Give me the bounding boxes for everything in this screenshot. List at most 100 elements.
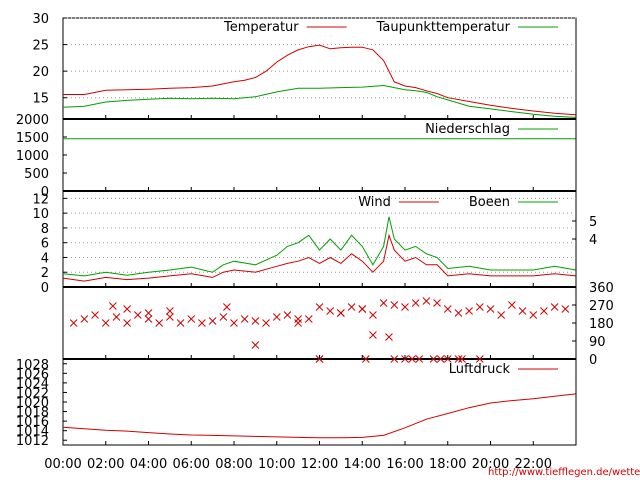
wind-direction-point <box>465 307 473 315</box>
xtick-label: 14:00 <box>344 457 381 472</box>
wind-direction-point <box>326 307 335 315</box>
wind-line <box>62 233 576 282</box>
wind-direction-ytick-label-right: 180 <box>589 317 614 332</box>
wind-direction-point <box>251 341 260 349</box>
wind-direction-point <box>315 303 324 311</box>
wind-direction-point <box>408 355 416 363</box>
wind-direction-point <box>304 315 313 323</box>
xtick-label: 18:00 <box>429 457 466 472</box>
wind-direction-point <box>219 313 228 321</box>
wind-direction-ytick-label-right: 360 <box>589 281 614 296</box>
wind-direction-point <box>223 303 231 311</box>
wind-direction-ytick-label-right: 90 <box>589 335 606 350</box>
niederschlag-legend-label: Niederschlag <box>425 122 510 137</box>
wind-direction-point <box>454 355 463 363</box>
wind-ytick-label-right: 5 <box>589 215 597 230</box>
wind-direction-point <box>337 309 345 317</box>
wind-direction-point <box>240 315 249 323</box>
wind-direction-point <box>497 311 506 319</box>
pressure-ytick-label: 1022 <box>16 386 49 401</box>
wind-direction-point <box>91 311 99 319</box>
wind-direction-point <box>390 355 399 363</box>
wind-direction-point <box>198 319 206 327</box>
wind-direction-point <box>101 319 110 327</box>
pressure-ytick-label: 1012 <box>16 434 49 449</box>
taupunkttemperatur-line <box>62 84 576 118</box>
wind-direction-point <box>272 313 281 321</box>
wind-direction-point <box>294 315 302 323</box>
temperatur-line <box>63 44 576 116</box>
wind-direction-point <box>475 355 484 363</box>
wind-direction-point <box>187 315 196 323</box>
xtick-label: 16:00 <box>386 457 423 472</box>
wind-legend-label: Wind <box>358 195 391 210</box>
xtick-label: 04:00 <box>130 457 167 472</box>
wind-direction-point <box>475 303 484 311</box>
xtick-label: 02:00 <box>87 457 124 472</box>
wind-direction-point <box>361 355 370 363</box>
wind-direction-point <box>230 319 238 327</box>
wind-direction-ytick-label-right: 0 <box>589 353 597 368</box>
wind-direction-point <box>144 315 153 323</box>
pressure-ytick-label: 1016 <box>16 415 49 430</box>
wind-direction-point <box>443 305 452 313</box>
wind-direction-point <box>133 311 142 319</box>
pressure-ytick-label: 1028 <box>16 358 49 373</box>
xtick-label: 12:00 <box>301 457 338 472</box>
wind-direction-point <box>347 303 356 311</box>
temperatur-legend-label: Temperatur <box>223 20 299 35</box>
wind-direction-point <box>369 331 377 339</box>
xtick-label: 08:00 <box>215 457 252 472</box>
wind-direction-point <box>80 315 89 323</box>
wind-direction-point <box>458 355 466 363</box>
wind-direction-point <box>109 302 117 310</box>
wind-direction-point <box>283 311 292 319</box>
wind-direction-frame <box>62 286 577 360</box>
wind-direction-point <box>112 313 121 321</box>
xtick-label: 20:00 <box>472 457 509 472</box>
wind-direction-point <box>379 299 388 307</box>
wind-ytick-label: 6 <box>41 237 49 252</box>
temperature-ytick-label: 30 <box>32 12 49 27</box>
wind-direction-point <box>166 313 174 321</box>
xtick-label: 00:00 <box>44 457 81 472</box>
wind-direction-point <box>176 319 185 327</box>
wind-direction-point <box>401 303 409 311</box>
wind-ytick-label: 4 <box>41 251 49 266</box>
precipitation-ytick-label: 1500 <box>16 131 49 146</box>
credit-text: http://www.tiefflegen.de/wetter/ <box>488 467 640 478</box>
luftdruck-legend-label: Luftdruck <box>449 362 511 377</box>
wind-direction-point <box>429 355 438 363</box>
wind-direction-point <box>411 299 420 307</box>
wind-ytick-label: 2 <box>41 266 49 281</box>
wind-direction-point <box>144 309 153 317</box>
wind-direction-point <box>422 297 431 305</box>
wind-direction-point <box>251 317 260 325</box>
pressure-ytick-label: 1018 <box>16 406 49 421</box>
wind-direction-point <box>69 319 78 327</box>
precipitation-ytick-label: 1000 <box>16 149 49 164</box>
wind-direction-point <box>208 317 217 325</box>
wind-direction-point <box>454 309 463 317</box>
pressure-ytick-label: 1026 <box>16 367 49 382</box>
temperature-ytick-label: 15 <box>32 92 49 107</box>
wind-ytick-label: 12 <box>32 192 49 207</box>
xtick-label: 22:00 <box>515 457 552 472</box>
wind-direction-ytick-label-right: 270 <box>589 299 614 314</box>
wind-direction-point <box>415 355 424 363</box>
wind-direction-point <box>561 305 570 313</box>
wind-direction-point <box>369 311 377 319</box>
wind-direction-point <box>550 303 559 311</box>
wind-ytick-label: 10 <box>32 207 49 222</box>
taupunkttemperatur-legend-label: Taupunkttemperatur <box>376 20 511 35</box>
wind-direction-point <box>390 301 399 309</box>
wind-direction-point <box>358 305 367 313</box>
wind-direction-point <box>518 307 527 315</box>
boeen-line <box>62 216 576 277</box>
pressure-ytick-label: 1024 <box>16 377 49 392</box>
wind-direction-point <box>508 301 516 309</box>
wind-direction-point <box>529 311 538 319</box>
wind-direction-point <box>385 333 393 341</box>
temperature-ytick-label: 20 <box>32 65 49 80</box>
